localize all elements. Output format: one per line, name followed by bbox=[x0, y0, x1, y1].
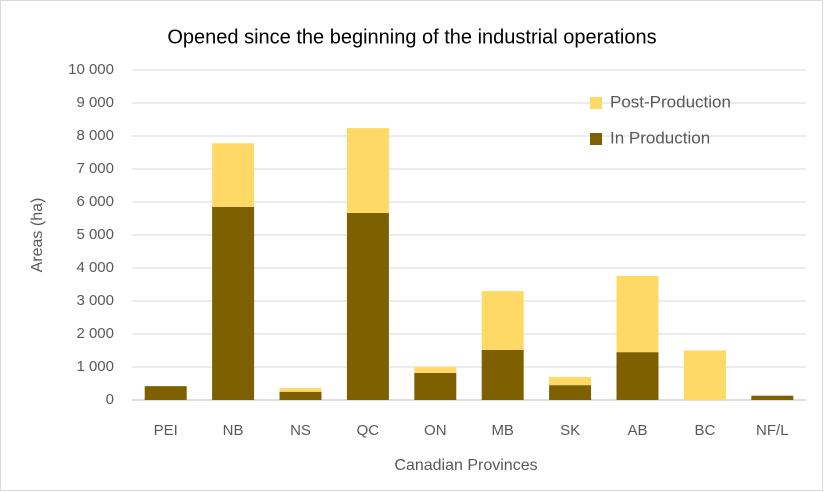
bar-segment bbox=[616, 275, 659, 353]
bar-segment bbox=[549, 376, 592, 386]
y-tick-label: 5 000 bbox=[76, 226, 114, 243]
x-tick-label: NF/L bbox=[756, 422, 789, 439]
x-tick-label: PEI bbox=[154, 422, 178, 439]
y-tick-label: 4 000 bbox=[76, 259, 114, 276]
bar-segment bbox=[414, 372, 457, 400]
y-tick-label: 3 000 bbox=[76, 292, 114, 309]
bar-segment bbox=[346, 212, 389, 400]
x-tick-label: BC bbox=[694, 422, 715, 439]
y-tick-label: 7 000 bbox=[76, 160, 114, 177]
bar-segment bbox=[751, 395, 794, 400]
bar-segment bbox=[481, 349, 524, 400]
y-tick-label: 8 000 bbox=[76, 127, 114, 144]
bar-segment bbox=[616, 352, 659, 400]
y-tick-label: 6 000 bbox=[76, 193, 114, 210]
y-tick-label: 0 bbox=[106, 391, 114, 408]
chart-title: Opened since the beginning of the indust… bbox=[167, 26, 656, 48]
bar-segment bbox=[549, 385, 592, 400]
y-axis-title: Areas (ha) bbox=[29, 198, 46, 273]
y-tick-label: 2 000 bbox=[76, 325, 114, 342]
legend-swatch bbox=[590, 133, 602, 145]
legend-swatch bbox=[590, 97, 602, 109]
y-tick-label: 1 000 bbox=[76, 358, 114, 375]
bar-segment bbox=[212, 206, 255, 400]
bar-segment bbox=[346, 128, 389, 213]
x-tick-label: NS bbox=[290, 422, 311, 439]
x-axis-title: Canadian Provinces bbox=[394, 457, 537, 474]
x-tick-label: MB bbox=[491, 422, 514, 439]
bar-segment bbox=[212, 143, 255, 207]
bar-segment bbox=[144, 386, 187, 400]
y-tick-label: 9 000 bbox=[76, 94, 114, 111]
y-tick-label: 10 000 bbox=[68, 61, 114, 78]
legend-label: In Production bbox=[610, 128, 710, 147]
x-tick-label: AB bbox=[627, 422, 647, 439]
legend-label: Post-Production bbox=[610, 92, 731, 111]
x-tick-label: QC bbox=[357, 422, 380, 439]
x-tick-label: NB bbox=[223, 422, 244, 439]
bar-segment bbox=[279, 391, 322, 400]
bar-segment bbox=[481, 291, 524, 350]
x-tick-label: ON bbox=[424, 422, 447, 439]
bar-segment bbox=[414, 367, 457, 373]
x-tick-label: SK bbox=[560, 422, 580, 439]
bar-segment bbox=[683, 350, 726, 400]
bar-segment bbox=[279, 388, 322, 392]
